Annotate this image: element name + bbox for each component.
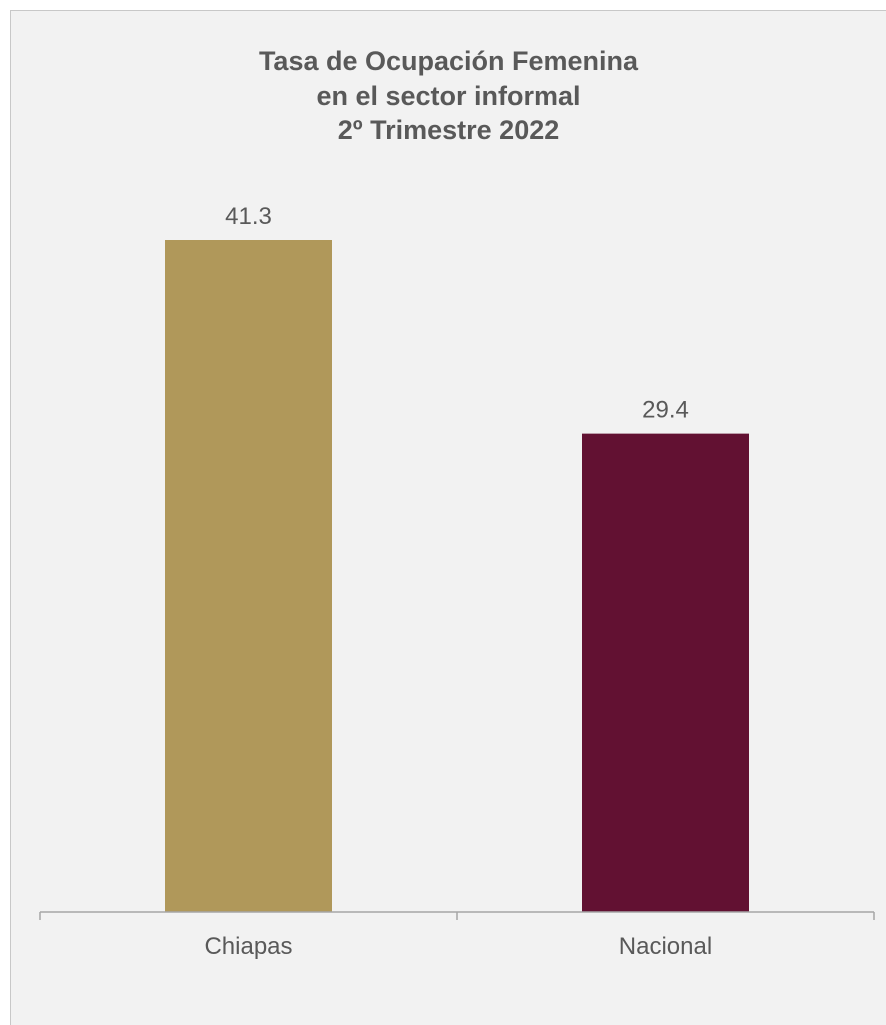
chart-title-line-3: 2º Trimestre 2022 <box>337 115 560 146</box>
chart-title: Tasa de Ocupación Femenina en el sector … <box>11 44 886 148</box>
chart-title-line-2: en el sector informal <box>316 80 581 111</box>
category-label-nacional: Nacional <box>619 933 712 960</box>
bar-chiapas <box>165 240 332 912</box>
value-label-nacional: 29.4 <box>642 397 689 424</box>
category-label-chiapas: Chiapas <box>204 933 292 960</box>
bar-nacional <box>582 433 749 912</box>
chart-title-line-1: Tasa de Ocupación Femenina <box>258 46 639 76</box>
value-label-chiapas: 41.3 <box>225 203 272 230</box>
